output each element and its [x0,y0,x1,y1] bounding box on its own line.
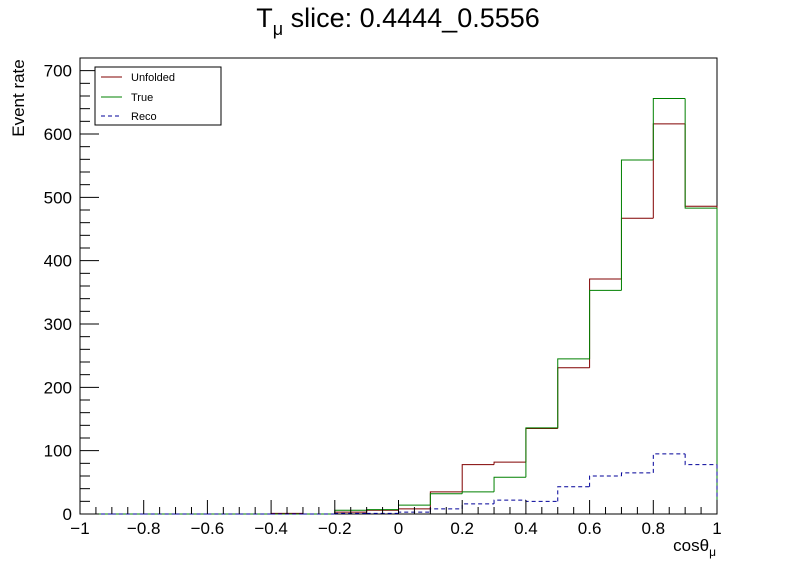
x-tick-label: −1 [70,519,89,538]
x-tick-label: −0.2 [318,519,352,538]
x-tick-label: 0.8 [641,519,665,538]
bin-unfolded-13 [493,461,526,465]
bin-reco-19 [684,453,717,466]
y-tick-label: 0 [63,505,72,524]
y-tick-label: 200 [44,378,72,397]
legend-label-reco: Reco [131,111,157,123]
y-tick-label: 700 [44,62,72,81]
x-tick-label: −0.6 [191,519,225,538]
bin-true-17 [620,159,654,291]
y-axis-title: Event rate [9,59,28,137]
plot-frame [79,57,718,515]
ticks-layer [79,57,718,515]
x-tick-label: −0.8 [127,519,161,538]
bin-true-11 [429,493,463,506]
legend-label-true: True [131,92,153,104]
x-tick-label: 0.2 [450,519,474,538]
bin-true-13 [493,476,526,492]
chart-title: Tμ slice: 0.4444_0.5556 [256,3,540,39]
y-tick-label: 100 [44,442,72,461]
legend-label-unfolded: Unfolded [131,72,175,84]
x-tick-label: 0.4 [514,519,538,538]
bin-unfolded-12 [461,464,495,492]
bin-reco-17 [620,472,654,476]
x-tick-label: 1 [712,519,721,538]
bin-reco-16 [589,475,622,487]
y-tick-label: 500 [44,188,72,207]
tick-labels-layer: −1 −0.8 −0.6 −0.4 −0.2 0 0.2 0.4 0.6 0.8 1 0 100 200 3… [44,62,722,538]
bin-reco-15 [557,486,590,502]
y-tick-label: 600 [44,125,72,144]
x-tick-label: −0.4 [254,519,288,538]
bin-true-19 [684,98,717,209]
bin-true-18 [652,98,686,160]
bin-true-14 [525,427,558,478]
x-axis-title: cosθμ [673,536,716,559]
legend: Unfolded True Reco [94,66,222,126]
bin-true-12 [461,491,495,494]
bin-reco-13 [493,499,526,504]
x-tick-label: 0 [394,519,403,538]
x-tick-label: 0.6 [578,519,602,538]
y-tick-label: 300 [44,315,72,334]
bin-true-15 [557,358,590,428]
y-tick-label: 400 [44,252,72,271]
bin-true-16 [589,289,622,359]
